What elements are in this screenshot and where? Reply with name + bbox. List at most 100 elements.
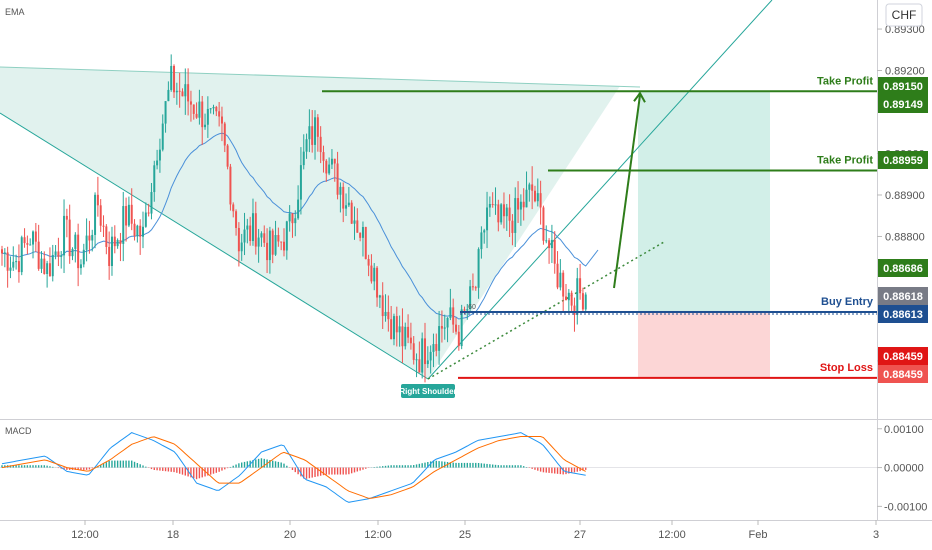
candle	[517, 181, 520, 223]
candle-body	[181, 91, 184, 97]
macd-signal-line	[1, 436, 586, 499]
candle	[426, 346, 429, 368]
candle-body	[46, 263, 49, 275]
currency-button[interactable]: CHF	[885, 3, 923, 27]
candle	[497, 199, 500, 232]
candle	[209, 108, 212, 114]
candle-body	[474, 287, 477, 289]
candle	[108, 231, 111, 280]
time-tick-label: 18	[167, 529, 179, 541]
candle-body	[579, 278, 582, 294]
candle	[559, 259, 562, 291]
macd-pane: 0.00100 0.00000 -0.00100	[0, 424, 927, 513]
candle	[525, 171, 528, 208]
candle	[226, 143, 229, 170]
candle-body	[432, 344, 435, 352]
candle-body	[497, 204, 500, 223]
candle-body	[57, 251, 60, 257]
candle	[305, 133, 308, 159]
candle	[144, 202, 147, 228]
candle	[471, 273, 474, 291]
candle	[483, 228, 486, 244]
candle-body	[502, 204, 505, 217]
candle-body	[438, 326, 441, 351]
candle	[266, 228, 269, 274]
candle-body	[384, 311, 387, 317]
candle	[390, 306, 393, 340]
candle	[23, 228, 26, 248]
buy-entry-label: Buy Entry	[821, 296, 874, 308]
currency-button-frame[interactable]	[885, 3, 923, 27]
candle	[361, 221, 364, 257]
target-arrow-shaft	[613, 95, 641, 289]
candle-body	[418, 359, 421, 373]
candle-body	[297, 199, 300, 219]
candle-body	[156, 160, 159, 166]
candle	[26, 235, 29, 255]
candle	[556, 251, 559, 290]
candle-body	[142, 226, 144, 237]
candle-body	[125, 206, 128, 226]
stop-loss-label: Stop Loss	[820, 362, 873, 374]
candle	[150, 183, 153, 220]
candle	[514, 187, 517, 247]
candle-body	[452, 307, 455, 325]
candle-body	[542, 207, 545, 241]
target-arrow-head	[633, 91, 646, 103]
candle-body	[37, 241, 40, 269]
wedge-fill	[0, 67, 620, 379]
candle-body	[43, 258, 46, 275]
candle-body	[390, 319, 393, 340]
candle	[246, 218, 249, 244]
price-tag-bg	[878, 287, 928, 305]
candle-body	[150, 192, 153, 214]
candle	[184, 68, 187, 115]
candle-body	[34, 231, 37, 242]
candle	[455, 317, 458, 335]
candle	[579, 263, 582, 300]
candle	[192, 104, 195, 120]
candle	[51, 244, 54, 282]
candle	[40, 251, 43, 274]
candle	[48, 247, 51, 277]
candle-body	[263, 233, 266, 243]
candle-body	[77, 234, 80, 269]
candle	[539, 180, 542, 225]
time-tick-label: 3	[873, 529, 879, 541]
candle	[20, 235, 23, 276]
right-shoulder-badge	[401, 384, 455, 398]
candle	[347, 186, 350, 208]
candle-body	[435, 344, 438, 351]
candle-body	[20, 237, 23, 273]
candle-body	[102, 225, 105, 227]
candle	[548, 238, 551, 264]
wedge-pattern	[0, 0, 773, 380]
candle-body	[550, 239, 553, 249]
candle-body	[187, 84, 190, 102]
price-tag-bg	[878, 259, 928, 277]
price-tag: 0.88618	[878, 287, 928, 305]
candle	[469, 279, 472, 312]
candle-body	[175, 90, 178, 93]
candle	[311, 110, 314, 153]
candle	[511, 214, 514, 246]
candle	[477, 247, 480, 299]
candle-body	[469, 286, 472, 310]
candle-body	[229, 166, 232, 205]
price-tick-label: 0.89200	[885, 66, 925, 78]
candle-body	[99, 205, 102, 226]
candle-body	[342, 186, 345, 209]
candle-body	[133, 223, 136, 236]
price-tag-text: 0.88618	[883, 291, 923, 303]
candle-body	[364, 226, 367, 260]
candle	[342, 182, 345, 223]
candle-body	[311, 126, 314, 145]
candle-body	[254, 213, 257, 247]
dotted-support-line	[427, 241, 665, 380]
candle	[407, 314, 410, 344]
price-tag-bg	[878, 347, 928, 365]
candle	[486, 191, 489, 249]
currency-label[interactable]: CHF	[892, 8, 917, 22]
candle	[91, 229, 94, 252]
candle-body	[299, 165, 302, 200]
